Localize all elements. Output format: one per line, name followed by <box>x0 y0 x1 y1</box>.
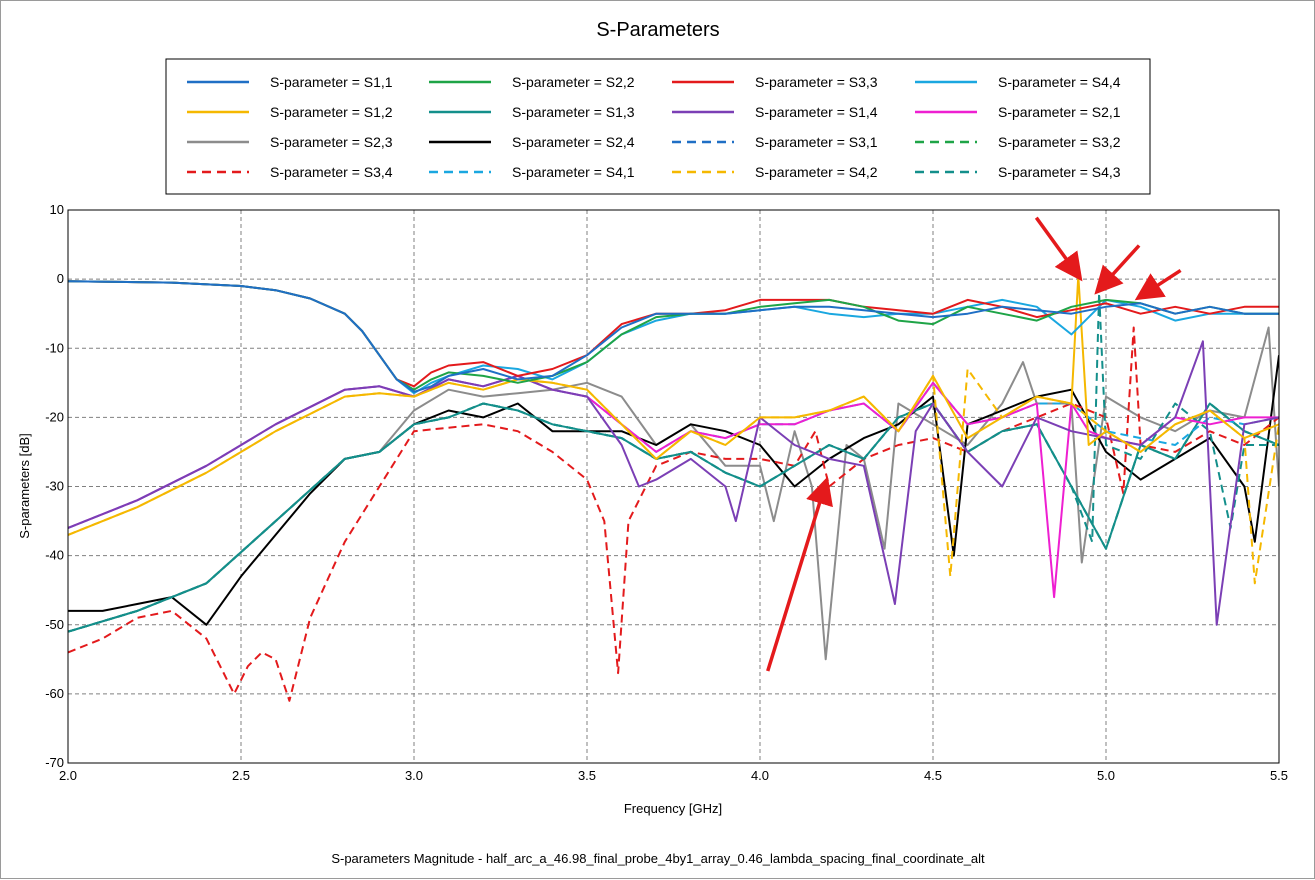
legend-entry: S-parameter = S2,4 <box>512 134 635 150</box>
series-line-16 <box>68 291 1279 633</box>
axis-ticks: 2.0 2.5 3.0 3.5 4.0 4.5 5.0 5.5 10 0 -10 -20 -30 -40 -… <box>45 202 1288 783</box>
chart-caption: S-parameters Magnitude - half_arc_a_46.9… <box>331 851 985 866</box>
annotation-arrow <box>1034 216 1083 282</box>
annotation-arrow <box>766 476 833 672</box>
y-tick-label: -40 <box>45 548 64 563</box>
legend-entry: S-parameter = S1,3 <box>512 104 635 120</box>
legend: S-parameter = S1,1 S-parameter = S2,2 S-pa… <box>165 58 1151 195</box>
legend-entry: S-parameter = S4,1 <box>512 164 635 180</box>
annotation-arrow <box>1094 244 1141 295</box>
y-tick-label: -60 <box>45 686 64 701</box>
series-line-1 <box>68 280 1279 393</box>
plot-area-border <box>67 209 1280 764</box>
legend-entry: S-parameter = S3,1 <box>755 134 878 150</box>
grid <box>68 210 1279 763</box>
x-tick-label: 4.5 <box>924 768 942 783</box>
legend-entry: S-parameter = S2,3 <box>270 134 393 150</box>
x-tick-label: 2.0 <box>59 768 77 783</box>
annotation-arrow <box>1134 268 1182 301</box>
legend-entry: S-parameter = S3,4 <box>270 164 393 180</box>
legend-entry: S-parameter = S1,4 <box>755 104 878 120</box>
series-line-15 <box>68 368 1279 585</box>
series-line-6 <box>68 402 1279 633</box>
legend-entry: S-parameter = S1,2 <box>270 104 393 120</box>
x-tick-label: 5.0 <box>1097 768 1115 783</box>
legend-entry: S-parameter = S2,2 <box>512 74 635 90</box>
series-line-10 <box>68 355 1279 626</box>
legend-entry: S-parameter = S4,3 <box>998 164 1121 180</box>
series-line-3 <box>68 280 1279 388</box>
series-line-13 <box>68 326 1279 702</box>
y-tick-label: -10 <box>45 340 64 355</box>
y-tick-label: -20 <box>45 409 64 424</box>
legend-entry: S-parameter = S4,4 <box>998 74 1121 90</box>
series-line-7 <box>68 340 1279 626</box>
x-tick-label: 5.5 <box>1270 768 1288 783</box>
y-tick-label: -70 <box>45 755 64 770</box>
y-tick-label: 0 <box>57 271 64 286</box>
x-tick-label: 4.0 <box>751 768 769 783</box>
legend-entry: S-parameter = S3,3 <box>755 74 878 90</box>
x-tick-label: 3.0 <box>405 768 423 783</box>
y-tick-label: -50 <box>45 617 64 632</box>
annotations <box>766 216 1182 672</box>
y-axis-label: S-parameters [dB] <box>17 433 32 539</box>
x-axis-label: Frequency [GHz] <box>624 801 722 816</box>
legend-entry: S-parameter = S3,2 <box>998 134 1121 150</box>
y-tick-label: -30 <box>45 479 64 494</box>
legend-box <box>165 58 1151 195</box>
legend-entry: S-parameter = S2,1 <box>998 104 1121 120</box>
legend-entry: S-parameter = S1,1 <box>270 74 393 90</box>
chart-title: S-Parameters <box>596 19 719 41</box>
legend-entry: S-parameter = S4,2 <box>755 164 878 180</box>
x-tick-label: 2.5 <box>232 768 250 783</box>
x-tick-label: 3.5 <box>578 768 596 783</box>
series-line-5 <box>68 274 1279 536</box>
y-tick-label: 10 <box>50 202 64 217</box>
series-lines <box>68 274 1279 702</box>
